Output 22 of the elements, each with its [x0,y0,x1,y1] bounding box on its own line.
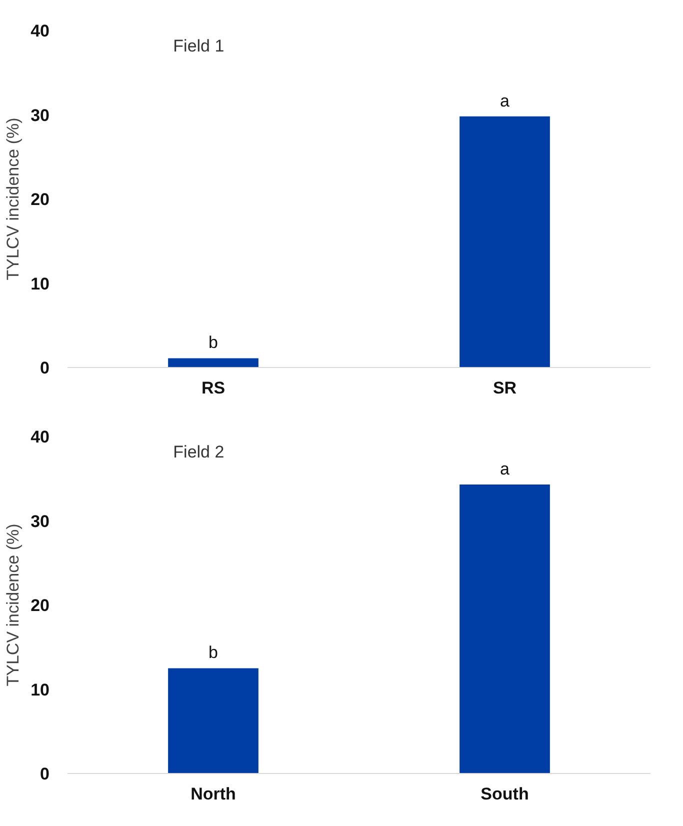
annotation: b [208,643,218,662]
y-tick-label: 30 [30,106,50,125]
annotation: a [500,460,510,479]
y-tick-label: 20 [30,190,50,209]
annotation: a [500,91,510,110]
y-axis-title: TYLCV incidence (%) [4,118,23,280]
chart-title: Field 2 [173,442,224,462]
x-tick-label: North [190,784,236,804]
x-tick-label: South [480,784,529,804]
y-tick-label: 40 [30,428,50,446]
y-tick-label: 10 [30,680,50,700]
y-tick-label: 20 [30,596,50,615]
chart-title: Field 1 [173,36,224,56]
y-tick-label: 0 [40,764,50,784]
x-tick-label: SR [492,378,517,398]
annotation: b [208,333,218,352]
y-tick-label: 0 [40,358,50,378]
x-tick-label: RS [201,378,226,398]
y-tick-label: 40 [30,22,50,40]
y-tick-label: 10 [30,274,50,294]
y-tick-label: 30 [30,512,50,531]
y-axis-title: TYLCV incidence (%) [4,524,23,686]
